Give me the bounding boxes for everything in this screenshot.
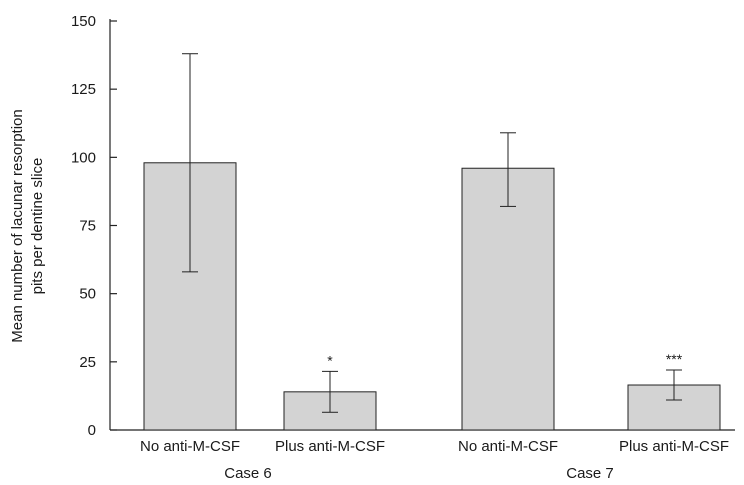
y-tick-label: 100 — [71, 149, 96, 166]
bar — [461, 167, 555, 431]
x-category-label: No anti-M-CSF — [140, 438, 240, 455]
bars — [143, 53, 721, 431]
x-category-label: Plus anti-M-CSF — [275, 438, 385, 455]
y-axis: 0 25 50 75 100 125 150 Mean number of lacunar r… — [9, 13, 117, 439]
y-tick-label: 0 — [88, 422, 96, 439]
x-group-label: Case 6 — [224, 465, 272, 482]
significance-annotation: *** — [666, 351, 683, 367]
y-tick-label: 25 — [79, 354, 96, 371]
labels: No anti-M-CSF * Plus anti-M-CSF No anti-M-C… — [140, 351, 729, 482]
y-axis-title-line: Mean number of lacunar resorption — [9, 109, 26, 342]
y-axis-title-line: pits per dentine slice — [29, 158, 46, 295]
significance-annotation: * — [327, 352, 333, 368]
y-tick-label: 125 — [71, 81, 96, 98]
x-category-label: Plus anti-M-CSF — [619, 438, 729, 455]
y-tick-label: 50 — [79, 286, 96, 303]
y-tick-label: 75 — [79, 218, 96, 235]
x-category-label: No anti-M-CSF — [458, 438, 558, 455]
y-tick-label: 150 — [71, 13, 96, 30]
x-group-label: Case 7 — [566, 465, 614, 482]
